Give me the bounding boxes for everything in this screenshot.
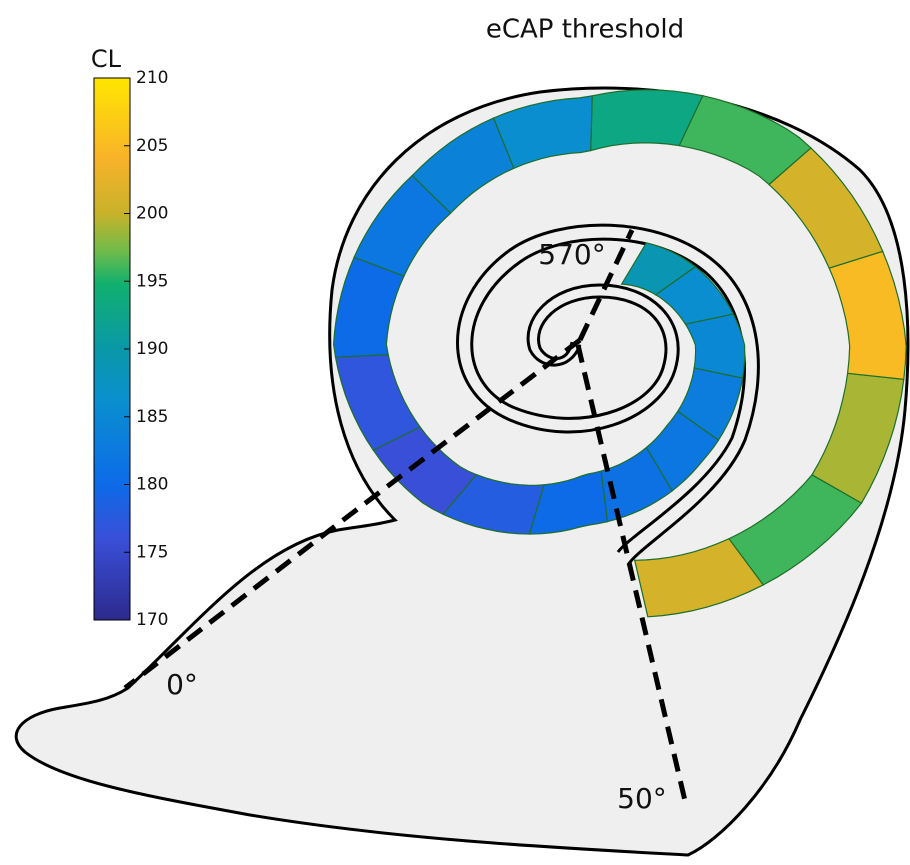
colorbar-tick-label: 170 <box>136 610 168 630</box>
figure: eCAP threshold 570° 0° 50° CL 170 175 180 1… <box>0 0 910 861</box>
angle-label: 50° <box>617 782 667 815</box>
colorbar-tick-label: 210 <box>136 68 168 88</box>
colorbar-tick-label: 200 <box>136 204 168 224</box>
chart-title: eCAP threshold <box>486 15 684 45</box>
colorbar-tick-label: 180 <box>136 475 168 495</box>
colorbar-label: CL <box>91 45 122 73</box>
colorbar-tick-label: 205 <box>136 136 168 156</box>
colorbar-tick-label: 185 <box>136 407 168 427</box>
angle-label: 570° <box>538 238 605 271</box>
page: {"chart_data": { "type": "cochlea-map", … <box>0 0 910 861</box>
colorbar-tick-label: 195 <box>136 271 168 291</box>
colorbar-tick-label: 190 <box>136 339 168 359</box>
angle-label: 0° <box>166 668 198 701</box>
colorbar-tick-label: 175 <box>136 542 168 562</box>
